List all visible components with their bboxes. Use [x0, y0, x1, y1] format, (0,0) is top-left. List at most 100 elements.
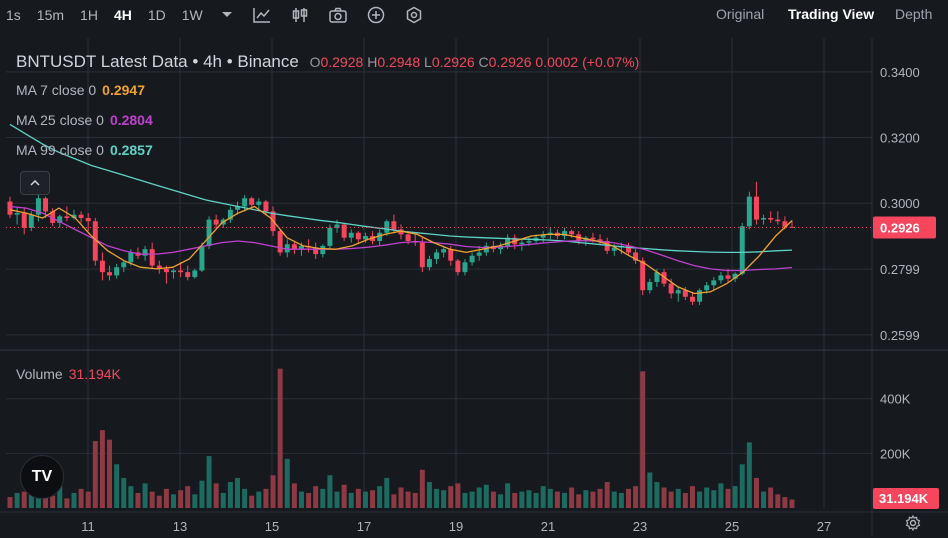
- candle-body: [434, 252, 440, 260]
- chevron-down-icon[interactable]: [211, 11, 243, 19]
- volume-bar: [469, 491, 475, 508]
- timeframe-1d[interactable]: 1D: [147, 7, 166, 23]
- volume-bar: [398, 487, 404, 508]
- volume-bar: [64, 498, 70, 508]
- candle-body: [441, 249, 447, 253]
- volume-bar: [149, 491, 155, 508]
- candle-body: [121, 262, 127, 268]
- volume-bar: [626, 488, 631, 508]
- timeframe-1w[interactable]: 1W: [181, 7, 203, 23]
- volume-bar: [21, 491, 27, 508]
- ma25-legend[interactable]: MA 25 close 0 0.2804: [16, 112, 153, 128]
- timeframe-4h[interactable]: 4H: [113, 7, 132, 23]
- view-depth[interactable]: Depth: [895, 6, 933, 22]
- volume-bar: [746, 442, 752, 508]
- candle-body: [526, 240, 532, 243]
- candle-body: [85, 217, 91, 222]
- ma7-line: [9, 205, 793, 295]
- candle-type-icon[interactable]: [281, 7, 319, 23]
- volume-bar: [633, 486, 639, 508]
- volume-bar: [377, 486, 383, 508]
- volume-bar: [412, 492, 418, 508]
- candle-body: [249, 198, 255, 205]
- candle-body: [483, 245, 489, 253]
- tradingview-logo[interactable]: TV: [20, 455, 64, 499]
- volume-bar: [7, 497, 13, 508]
- volume-bar: [590, 491, 596, 508]
- candle-body: [711, 280, 717, 286]
- volume-bar: [711, 490, 717, 508]
- high-value: 0.2948: [377, 54, 421, 70]
- line-chart-icon[interactable]: [243, 7, 281, 23]
- gear-icon[interactable]: [902, 514, 924, 537]
- volume-bar: [547, 488, 553, 508]
- volume-bar: [739, 464, 745, 508]
- view-trading-view[interactable]: Trading View: [788, 6, 875, 22]
- ohlc-values: O0.2928 H0.2948 L0.2926 C0.2926 0.0002 (…: [309, 54, 640, 70]
- volume-bar: [99, 430, 105, 508]
- timeframe-1h[interactable]: 1H: [80, 7, 98, 23]
- camera-icon[interactable]: [319, 7, 357, 23]
- volume-bar: [505, 483, 511, 508]
- volume-bar: [185, 486, 191, 508]
- timeframe-15m[interactable]: 15m: [36, 7, 65, 23]
- volume-bar: [618, 492, 624, 508]
- chevron-up-icon: [30, 180, 40, 186]
- ma25-value: 0.2804: [109, 112, 153, 128]
- plus-circle-icon[interactable]: [357, 6, 395, 24]
- candle-body: [57, 216, 63, 223]
- candle-body: [128, 252, 134, 263]
- volume-bar: [462, 492, 468, 508]
- candle-body: [562, 231, 567, 237]
- volume-bar: [483, 484, 489, 508]
- volume-bar: [512, 492, 518, 508]
- candle-body: [689, 296, 695, 302]
- candle-body: [235, 206, 240, 210]
- time-tick-label: 13: [173, 519, 187, 534]
- volume-bar: [455, 483, 461, 508]
- volume-bar: [163, 488, 169, 508]
- volume-tick-label: 200K: [880, 446, 911, 461]
- candle-body: [746, 196, 752, 227]
- volume-bar: [533, 492, 539, 508]
- candle-body: [35, 198, 41, 215]
- volume-bar: [405, 491, 411, 508]
- candle-body: [114, 267, 120, 276]
- moving-average-lines: [6, 123, 872, 295]
- volume-bar: [554, 491, 560, 508]
- candle-body: [327, 227, 333, 246]
- candle-body: [661, 272, 667, 284]
- volume-bar: [78, 488, 84, 508]
- ma7-legend[interactable]: MA 7 close 0 0.2947: [16, 82, 145, 98]
- volume-bar: [562, 492, 567, 508]
- ma99-legend[interactable]: MA 99 close 0 0.2857: [16, 142, 153, 158]
- volume-bar: [526, 490, 532, 508]
- time-tick-label: 17: [357, 519, 371, 534]
- candle-body: [21, 213, 27, 228]
- collapse-legend-button[interactable]: [20, 171, 50, 195]
- timeframe-1s[interactable]: 1s: [6, 7, 21, 23]
- time-tick-label: 27: [817, 519, 831, 534]
- volume-bar: [334, 491, 340, 508]
- price-tick-label: 0.3200: [880, 131, 920, 146]
- volume-bars: [7, 368, 795, 508]
- candle-body: [405, 234, 411, 241]
- interval-label: 4h: [203, 52, 222, 71]
- volume-bar: [704, 487, 710, 508]
- candle-body: [92, 221, 98, 261]
- candle-body: [654, 272, 660, 282]
- candle-body: [71, 214, 77, 218]
- volume-bar: [782, 497, 788, 508]
- candle-body: [697, 290, 703, 302]
- time-tick-label: 25: [725, 519, 739, 534]
- volume-bar: [192, 494, 198, 508]
- candlestick-chart[interactable]: 0.3400 0.3200 0.3000 0.2799 0.2599 0.2926 400K…: [0, 38, 948, 537]
- volume-bar: [476, 487, 482, 508]
- view-original[interactable]: Original: [716, 6, 765, 22]
- indicator-icon[interactable]: [395, 6, 433, 24]
- ma25-line: [9, 205, 793, 272]
- candle-body: [448, 249, 454, 261]
- volume-bar: [654, 482, 660, 508]
- candle-body: [284, 244, 290, 253]
- candle-body: [732, 273, 738, 279]
